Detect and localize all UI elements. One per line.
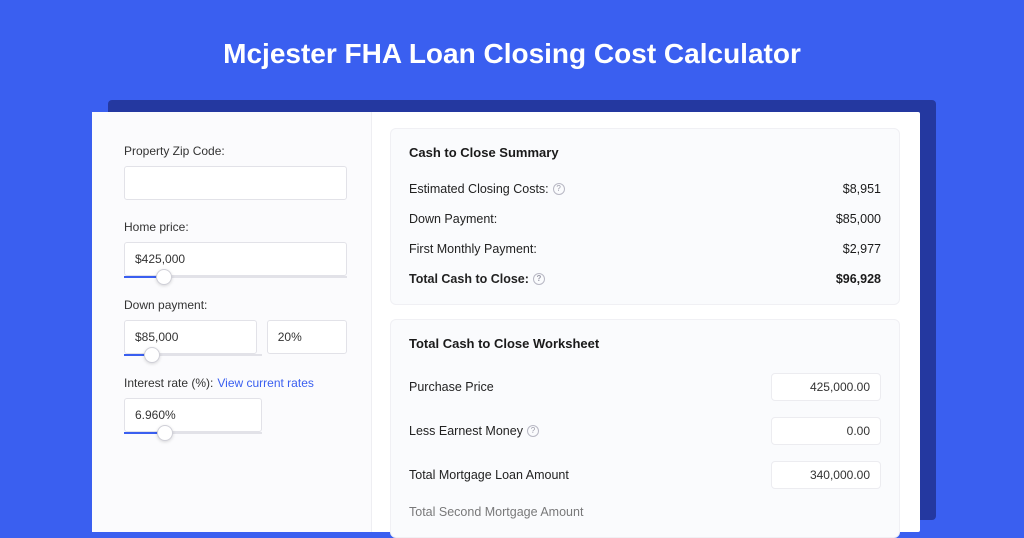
help-icon[interactable]: ? (527, 425, 539, 437)
summary-row: Estimated Closing Costs:? $8,951 (409, 174, 881, 204)
interest-field: Interest rate (%): View current rates (124, 376, 347, 434)
summary-row: First Monthly Payment: $2,977 (409, 234, 881, 264)
interest-input[interactable] (124, 398, 262, 432)
page-title: Mcjester FHA Loan Closing Cost Calculato… (0, 0, 1024, 92)
worksheet-row-cutoff: Total Second Mortgage Amount (409, 497, 881, 527)
results-column: Cash to Close Summary Estimated Closing … (372, 112, 920, 532)
interest-slider[interactable] (124, 432, 262, 434)
summary-row-value: $8,951 (843, 182, 881, 196)
down-payment-input[interactable] (124, 320, 257, 354)
home-price-label: Home price: (124, 220, 347, 234)
summary-row-label: First Monthly Payment: (409, 242, 537, 256)
summary-row-value: $85,000 (836, 212, 881, 226)
summary-row-label: Total Cash to Close:? (409, 272, 545, 286)
summary-row: Total Cash to Close:? $96,928 (409, 264, 881, 294)
view-rates-link[interactable]: View current rates (217, 376, 314, 390)
worksheet-row: Purchase Price 425,000.00 (409, 365, 881, 409)
down-payment-slider-thumb[interactable] (144, 347, 160, 363)
down-payment-label: Down payment: (124, 298, 347, 312)
down-payment-pct-input[interactable] (267, 320, 347, 354)
help-icon[interactable]: ? (533, 273, 545, 285)
worksheet-title: Total Cash to Close Worksheet (409, 336, 881, 351)
summary-rows: Estimated Closing Costs:? $8,951 Down Paym… (409, 174, 881, 294)
worksheet-row-value: 425,000.00 (771, 373, 881, 401)
worksheet-panel: Total Cash to Close Worksheet Purchase P… (390, 319, 900, 538)
calculator-card: Property Zip Code: Home price: Down paym… (92, 112, 920, 532)
worksheet-row-label: Less Earnest Money? (409, 424, 539, 438)
home-price-slider[interactable] (124, 276, 347, 278)
interest-slider-thumb[interactable] (157, 425, 173, 441)
summary-row: Down Payment: $85,000 (409, 204, 881, 234)
worksheet-row-value: 340,000.00 (771, 461, 881, 489)
summary-title: Cash to Close Summary (409, 145, 881, 160)
down-payment-slider[interactable] (124, 354, 262, 356)
zip-field: Property Zip Code: (124, 144, 347, 200)
home-price-field: Home price: (124, 220, 347, 278)
summary-panel: Cash to Close Summary Estimated Closing … (390, 128, 900, 305)
worksheet-cutoff-label: Total Second Mortgage Amount (409, 505, 583, 519)
interest-label: Interest rate (%): (124, 376, 213, 390)
inputs-column: Property Zip Code: Home price: Down paym… (92, 112, 372, 532)
worksheet-row-label: Total Mortgage Loan Amount (409, 468, 569, 482)
zip-label: Property Zip Code: (124, 144, 347, 158)
down-payment-field: Down payment: (124, 298, 347, 356)
help-icon[interactable]: ? (553, 183, 565, 195)
zip-input[interactable] (124, 166, 347, 200)
worksheet-row: Less Earnest Money? 0.00 (409, 409, 881, 453)
worksheet-row-label: Purchase Price (409, 380, 494, 394)
summary-row-label: Down Payment: (409, 212, 497, 226)
worksheet-rows: Purchase Price 425,000.00 Less Earnest Mon… (409, 365, 881, 497)
home-price-slider-thumb[interactable] (156, 269, 172, 285)
summary-row-value: $96,928 (836, 272, 881, 286)
worksheet-row-value: 0.00 (771, 417, 881, 445)
summary-row-label: Estimated Closing Costs:? (409, 182, 565, 196)
summary-row-value: $2,977 (843, 242, 881, 256)
worksheet-row: Total Mortgage Loan Amount 340,000.00 (409, 453, 881, 497)
